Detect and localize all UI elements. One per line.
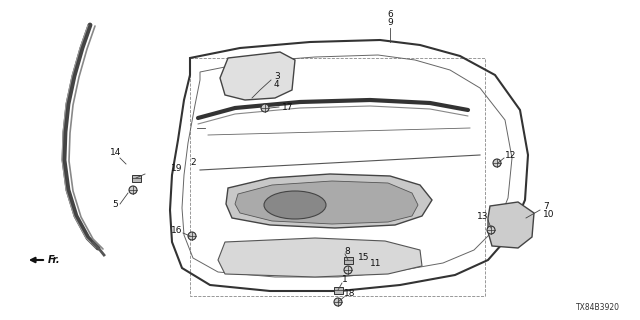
Text: 5: 5 xyxy=(112,199,118,209)
Text: 14: 14 xyxy=(110,148,122,156)
Text: 11: 11 xyxy=(370,259,381,268)
Circle shape xyxy=(334,298,342,306)
Text: 19: 19 xyxy=(170,164,182,172)
Text: Fr.: Fr. xyxy=(48,255,61,265)
Circle shape xyxy=(344,266,352,274)
Text: TX84B3920: TX84B3920 xyxy=(576,303,620,312)
Circle shape xyxy=(261,104,269,112)
Text: 3: 3 xyxy=(274,71,280,81)
Text: 18: 18 xyxy=(344,290,355,299)
Polygon shape xyxy=(218,238,422,277)
Bar xyxy=(131,174,141,181)
Text: 8: 8 xyxy=(344,246,349,255)
Circle shape xyxy=(188,232,196,240)
Text: 7: 7 xyxy=(543,202,548,211)
Text: 4: 4 xyxy=(274,79,280,89)
Text: 1: 1 xyxy=(342,276,348,284)
Bar xyxy=(190,58,485,296)
Polygon shape xyxy=(488,202,534,248)
Text: 9: 9 xyxy=(387,18,393,27)
Bar xyxy=(344,257,353,263)
Text: 2: 2 xyxy=(190,157,196,166)
Text: 6: 6 xyxy=(387,10,393,19)
Text: 12: 12 xyxy=(505,150,516,159)
Circle shape xyxy=(487,226,495,234)
Circle shape xyxy=(129,186,137,194)
Bar xyxy=(333,286,342,293)
Circle shape xyxy=(493,159,501,167)
Polygon shape xyxy=(220,52,295,100)
Polygon shape xyxy=(226,174,432,228)
Polygon shape xyxy=(235,181,418,224)
Text: 17: 17 xyxy=(282,102,294,111)
Text: 16: 16 xyxy=(170,226,182,235)
Text: 10: 10 xyxy=(543,210,554,219)
Ellipse shape xyxy=(264,191,326,219)
Text: 13: 13 xyxy=(477,212,488,220)
Text: 15: 15 xyxy=(358,252,369,261)
